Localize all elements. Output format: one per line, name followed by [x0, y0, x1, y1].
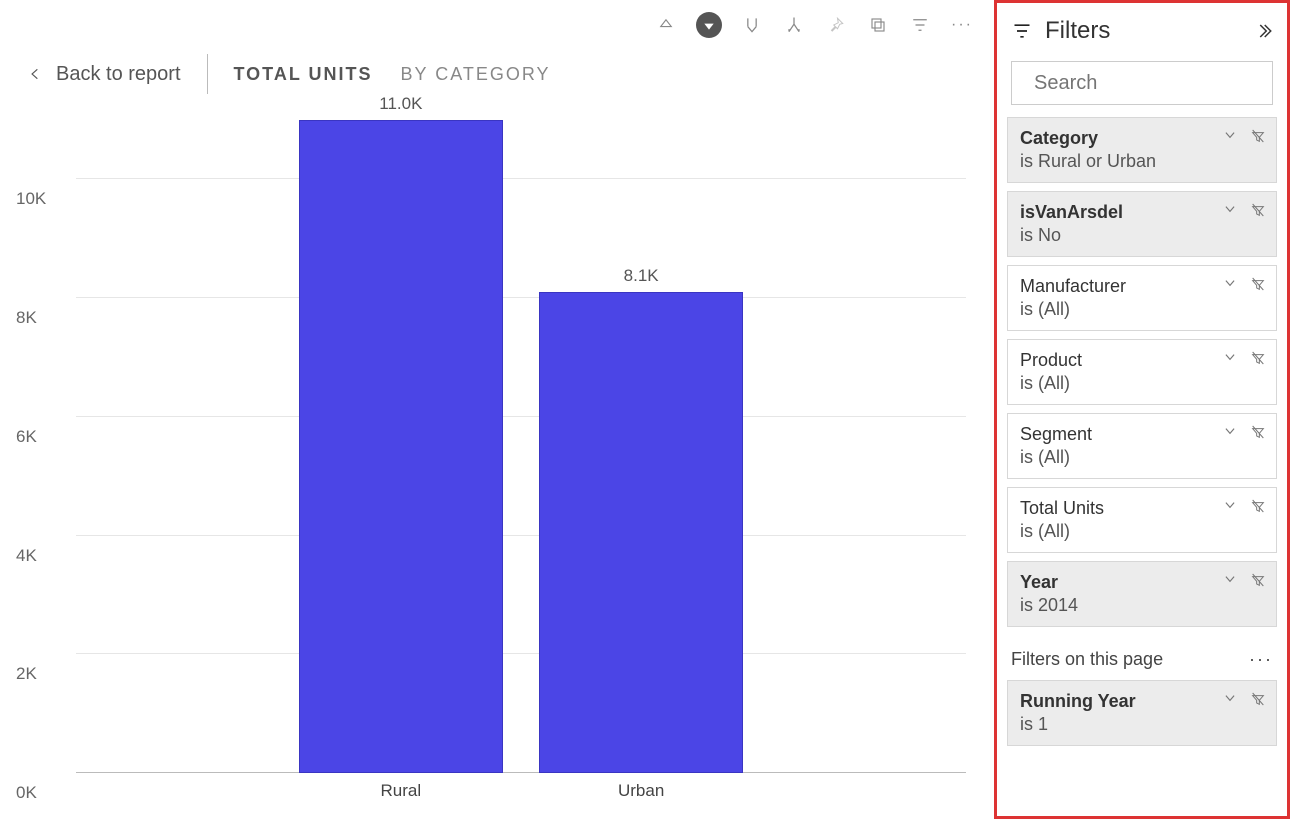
collapse-panel-icon[interactable]: [1255, 22, 1273, 40]
filter-value: is 1: [1020, 714, 1264, 735]
filter-card-manufacturer[interactable]: Manufactureris (All): [1007, 265, 1277, 331]
clear-filter-icon[interactable]: [1250, 350, 1266, 366]
y-tick-label: 6K: [8, 427, 68, 447]
clear-filter-icon[interactable]: [1250, 276, 1266, 292]
chevron-down-icon[interactable]: [1222, 691, 1238, 707]
y-tick-label: 4K: [8, 546, 68, 566]
grid-line: [76, 653, 966, 654]
x-tick-label: Rural: [381, 781, 422, 801]
bar-label: 11.0K: [379, 94, 422, 114]
filter-value: is (All): [1020, 299, 1264, 320]
y-tick-label: 2K: [8, 664, 68, 684]
y-tick-label: 8K: [8, 308, 68, 328]
axis-baseline: [76, 772, 966, 773]
drill-down-icon[interactable]: [696, 12, 722, 38]
clear-filter-icon[interactable]: [1250, 202, 1266, 218]
filter-card-segment[interactable]: Segmentis (All): [1007, 413, 1277, 479]
grid-line: [76, 416, 966, 417]
clear-filter-icon[interactable]: [1250, 691, 1266, 707]
copy-icon[interactable]: [866, 13, 890, 37]
filter-card-total-units[interactable]: Total Unitsis (All): [1007, 487, 1277, 553]
filters-panel: Filters Categoryis Rural or Urban isVanAr…: [994, 0, 1290, 819]
next-level-icon[interactable]: [740, 13, 764, 37]
filter-icon: [1011, 21, 1033, 41]
filter-card-product[interactable]: Productis (All): [1007, 339, 1277, 405]
x-tick-label: Urban: [618, 781, 664, 801]
chevron-down-icon[interactable]: [1222, 572, 1238, 588]
pin-icon[interactable]: [824, 13, 848, 37]
grid-line: [76, 178, 966, 179]
filter-icon[interactable]: [908, 13, 932, 37]
y-tick-label: 10K: [8, 189, 68, 209]
bar-label: 8.1K: [624, 266, 659, 286]
bar-rural[interactable]: [299, 120, 504, 773]
grid-line: [76, 297, 966, 298]
filter-card-category[interactable]: Categoryis Rural or Urban: [1007, 117, 1277, 183]
filter-value: is Rural or Urban: [1020, 151, 1264, 172]
chevron-down-icon[interactable]: [1222, 276, 1238, 292]
back-label: Back to report: [56, 63, 181, 86]
divider: [207, 54, 208, 94]
grid-line: [76, 535, 966, 536]
filter-value: is 2014: [1020, 595, 1264, 616]
y-tick-label: 0K: [8, 783, 68, 803]
clear-filter-icon[interactable]: [1250, 498, 1266, 514]
tab-total-units[interactable]: TOTAL UNITS: [234, 64, 373, 85]
clear-filter-icon[interactable]: [1250, 572, 1266, 588]
chevron-left-icon: [28, 64, 42, 84]
filters-section-label: Filters on this page ···: [1011, 649, 1273, 670]
filters-title: Filters: [1045, 17, 1243, 45]
chevron-down-icon[interactable]: [1222, 202, 1238, 218]
more-icon[interactable]: ···: [950, 13, 974, 37]
filters-search[interactable]: [1011, 61, 1273, 105]
chevron-down-icon[interactable]: [1222, 498, 1238, 514]
expand-hierarchy-icon[interactable]: [782, 13, 806, 37]
tab-by-category[interactable]: BY CATEGORY: [401, 64, 551, 85]
drill-tabs: TOTAL UNITS BY CATEGORY: [234, 64, 579, 85]
filter-value: is (All): [1020, 521, 1264, 542]
chevron-down-icon[interactable]: [1222, 424, 1238, 440]
filter-value: is No: [1020, 225, 1264, 246]
clear-filter-icon[interactable]: [1250, 128, 1266, 144]
filter-value: is (All): [1020, 373, 1264, 394]
chevron-down-icon[interactable]: [1222, 128, 1238, 144]
filter-value: is (All): [1020, 447, 1264, 468]
chevron-down-icon[interactable]: [1222, 350, 1238, 366]
bar-urban[interactable]: [539, 292, 744, 773]
drill-up-icon[interactable]: [654, 13, 678, 37]
bar-chart: 11.0K8.1K 0K2K4K6K8K10K RuralUrban: [8, 120, 966, 809]
more-icon[interactable]: ···: [1249, 649, 1273, 670]
visual-toolbar: ···: [654, 12, 974, 38]
section-text: Filters on this page: [1011, 649, 1163, 670]
filters-search-input[interactable]: [1034, 72, 1290, 95]
back-to-report[interactable]: Back to report: [28, 63, 181, 86]
filter-card-running-year[interactable]: Running Yearis 1: [1007, 680, 1277, 746]
filter-card-isvanarsdel[interactable]: isVanArsdelis No: [1007, 191, 1277, 257]
clear-filter-icon[interactable]: [1250, 424, 1266, 440]
filter-card-year[interactable]: Yearis 2014: [1007, 561, 1277, 627]
